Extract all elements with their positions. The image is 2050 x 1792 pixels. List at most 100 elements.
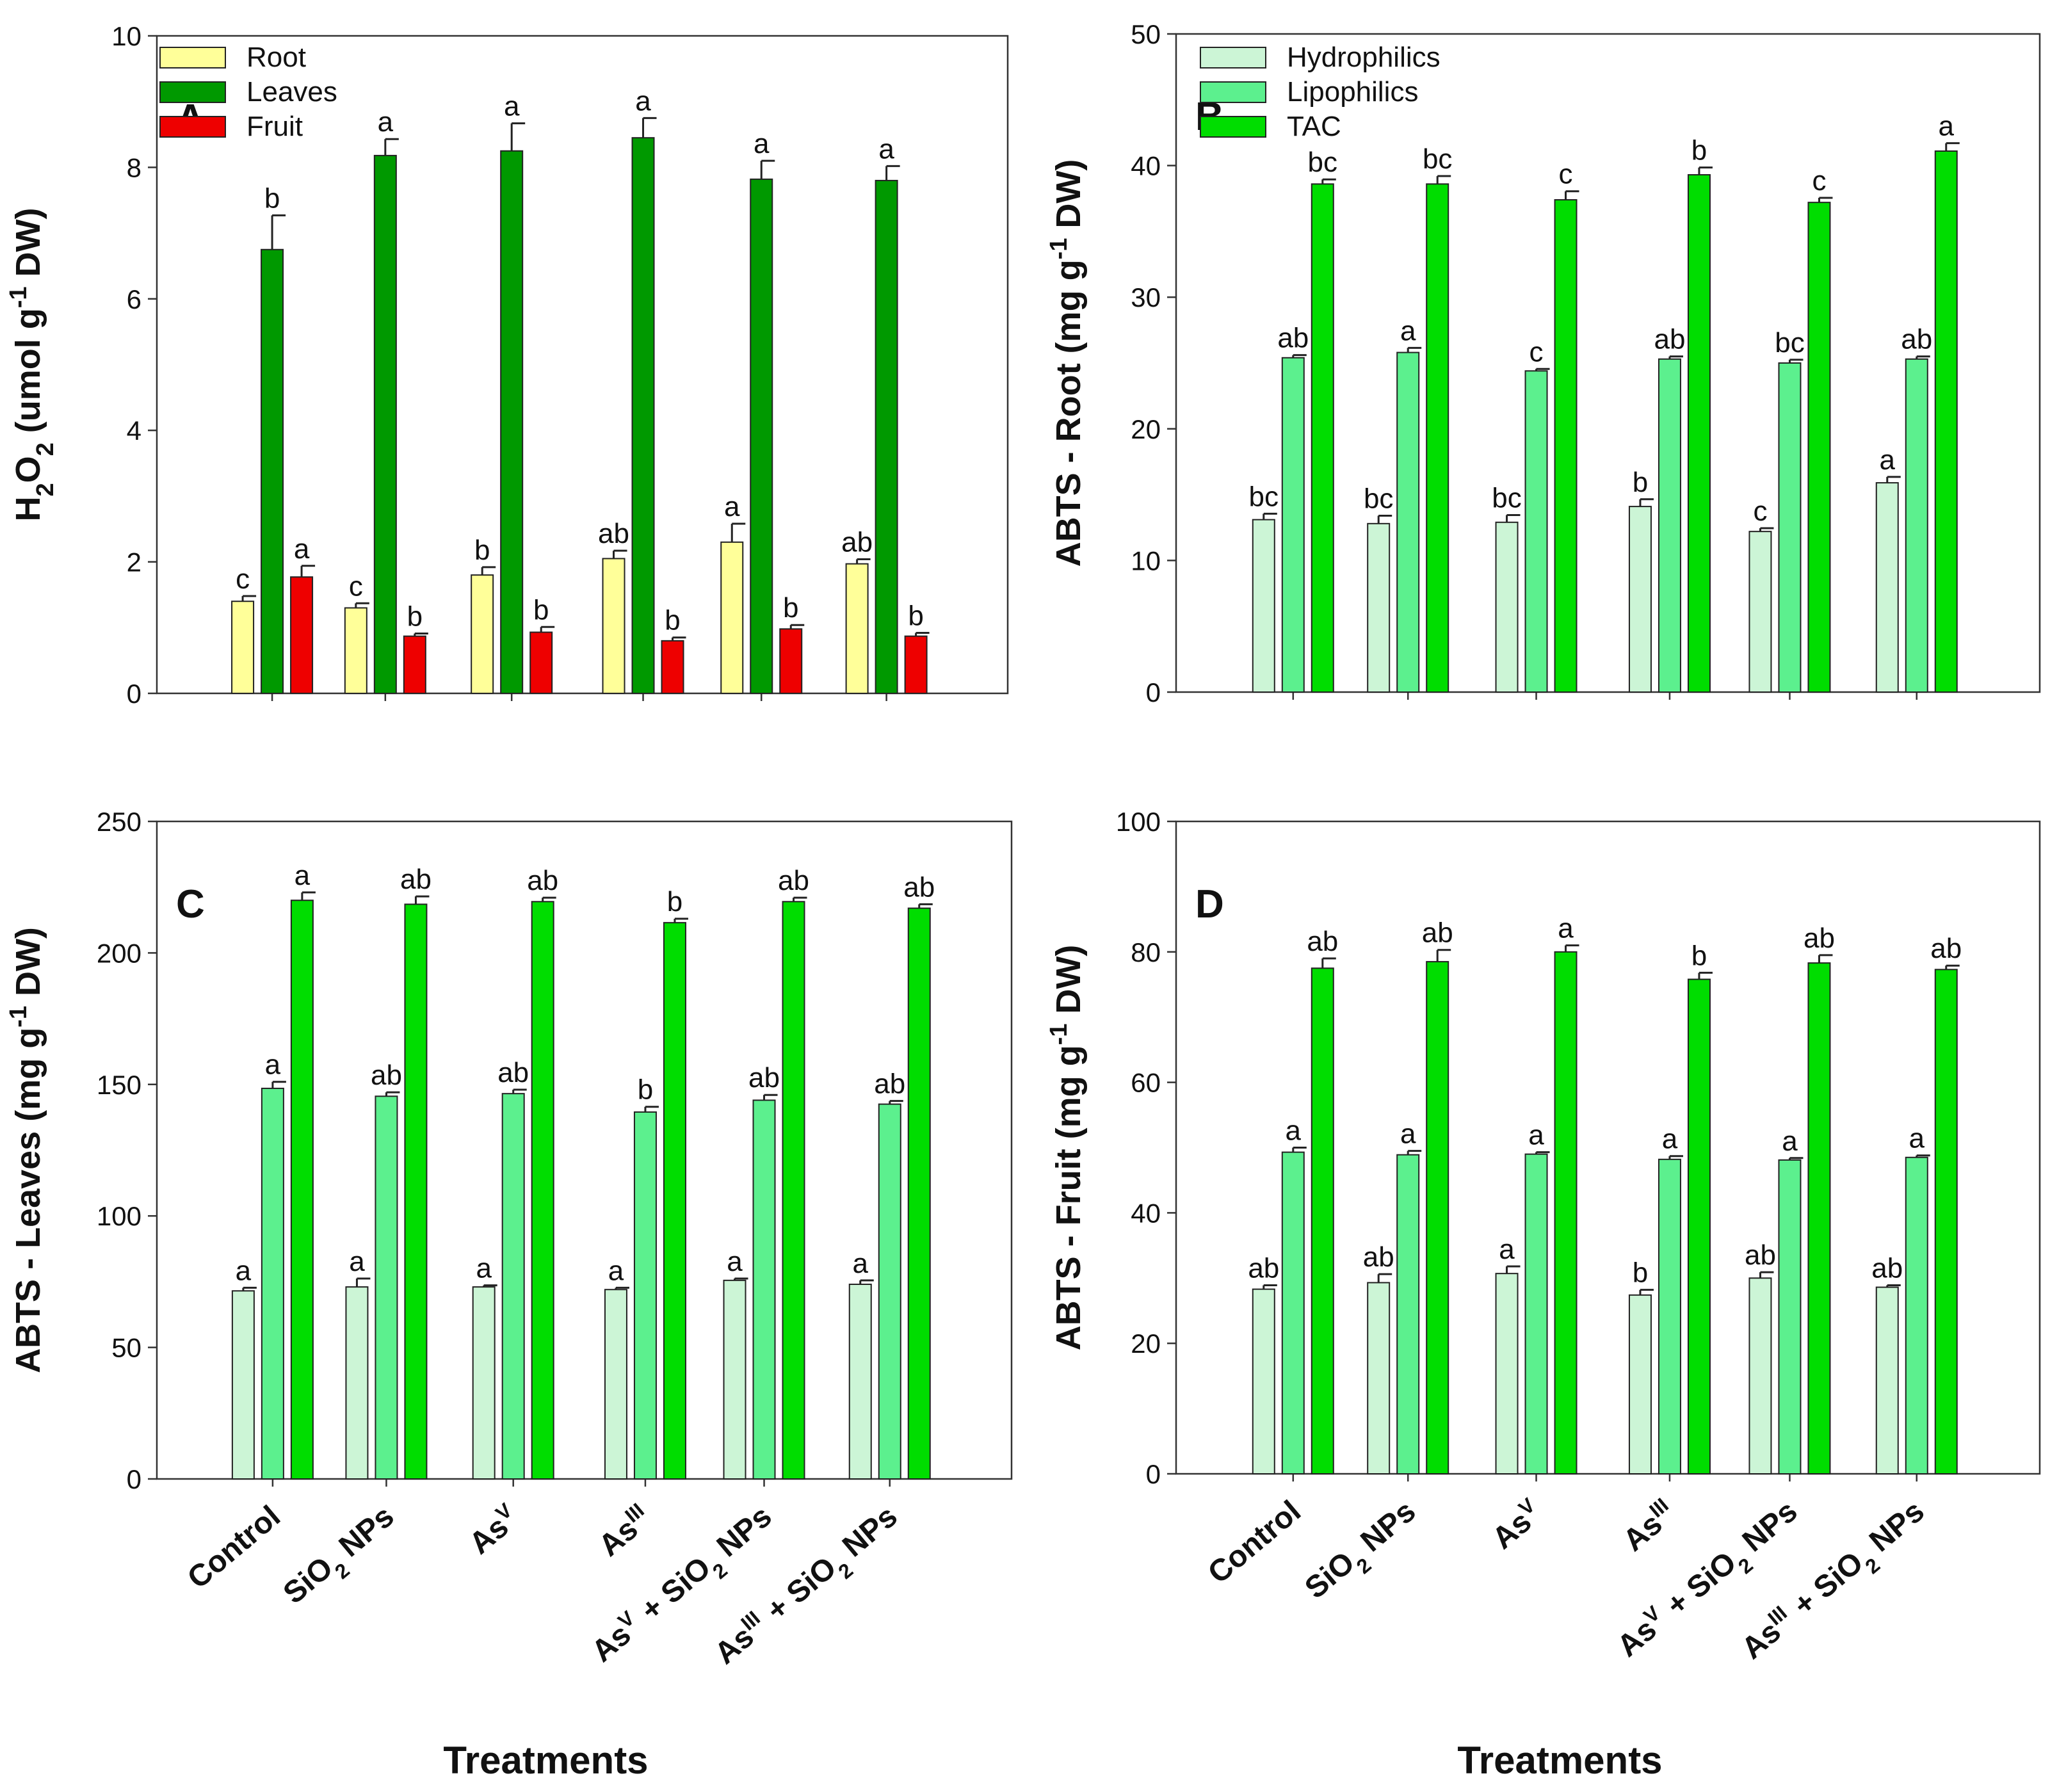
- bar: [1778, 1159, 1802, 1474]
- significance-letter: b: [783, 592, 798, 624]
- significance-letter: ab: [1248, 1253, 1279, 1284]
- significance-letter: a: [1782, 1126, 1798, 1157]
- category-label-text: + SiO: [628, 1551, 717, 1633]
- significance-letter: b: [474, 535, 490, 566]
- bar: [1524, 370, 1548, 693]
- bar: [472, 1286, 496, 1480]
- bar: [631, 137, 655, 694]
- y-tick-label: 200: [97, 938, 141, 968]
- category-label: Control: [181, 1499, 287, 1595]
- y-axis-title: H2O2 (umol g-1 DW): [5, 207, 59, 521]
- significance-letter: b: [1691, 940, 1707, 971]
- significance-letter: ab: [748, 1062, 780, 1094]
- bar: [602, 558, 625, 695]
- significance-letter: c: [1812, 165, 1826, 197]
- y-axis-title-sup: -1: [5, 286, 32, 308]
- bar: [373, 154, 397, 694]
- significance-letter: a: [349, 1246, 365, 1277]
- bar: [1426, 961, 1449, 1474]
- bar: [1426, 183, 1449, 693]
- bar: [1281, 1151, 1305, 1475]
- significance-letter: a: [295, 860, 311, 891]
- bar: [290, 576, 314, 695]
- significance-letter: ab: [1422, 917, 1453, 949]
- significance-letter: ab: [1804, 923, 1835, 954]
- bar: [661, 640, 684, 695]
- category-label: AsV: [1484, 1492, 1551, 1556]
- y-tick-label: 8: [127, 152, 141, 182]
- category-label-text: NPs: [830, 1499, 904, 1569]
- bar: [904, 635, 928, 694]
- significance-letter: a: [378, 106, 394, 138]
- bar: [501, 1093, 525, 1480]
- y-tick-label: 4: [127, 416, 141, 446]
- significance-letter: ab: [1901, 324, 1932, 355]
- category-label-text: Control: [181, 1499, 287, 1595]
- y-axis-title-text: DW): [9, 927, 47, 1006]
- bar: [471, 574, 494, 695]
- bar: [907, 907, 931, 1480]
- bar: [1875, 1286, 1899, 1475]
- plot-frame: [1175, 33, 2041, 693]
- significance-letter: ab: [1871, 1253, 1903, 1284]
- significance-letter: a: [265, 1049, 281, 1081]
- bar: [529, 631, 553, 695]
- category-label-text: NPs: [1730, 1494, 1804, 1564]
- y-tick-label: 100: [97, 1201, 141, 1231]
- significance-letter: a: [853, 1248, 869, 1279]
- bar: [663, 922, 686, 1480]
- significance-letter: ab: [874, 1069, 905, 1100]
- bar: [1495, 521, 1519, 693]
- legend-swatch: [159, 116, 226, 138]
- significance-letter: ab: [841, 526, 873, 558]
- significance-letter: a: [1400, 315, 1416, 346]
- category-label-text: + SiO: [1654, 1546, 1743, 1628]
- bar: [1807, 962, 1831, 1475]
- significance-letter: a: [476, 1253, 492, 1284]
- category-label-text: NPs: [704, 1499, 779, 1569]
- bar: [845, 563, 869, 695]
- x-axis-title: Treatments: [443, 1739, 648, 1782]
- y-axis-title-text: DW): [9, 207, 47, 286]
- y-axis-title-text: O: [9, 456, 47, 483]
- significance-letter: bc: [1775, 327, 1804, 359]
- bar: [345, 1286, 369, 1480]
- significance-letter: ab: [1654, 324, 1685, 355]
- significance-letter: a: [1286, 1115, 1302, 1147]
- category-label: SiO2 NPs: [1298, 1494, 1428, 1613]
- bar: [720, 541, 744, 694]
- y-axis-title: ABTS - Fruit (mg g-1 DW): [1045, 945, 1088, 1351]
- bar: [375, 1095, 398, 1480]
- significance-letter: b: [1633, 467, 1648, 498]
- legend-label: Lipophilics: [1287, 76, 1418, 108]
- bar: [231, 1290, 255, 1480]
- bar: [1807, 202, 1831, 693]
- bar: [1628, 506, 1652, 693]
- y-axis-title-text: DW): [1049, 945, 1088, 1024]
- y-tick-label: 0: [1146, 677, 1161, 707]
- bar: [875, 179, 898, 694]
- bar: [750, 178, 773, 694]
- x-axis-title: Treatments: [1457, 1739, 1662, 1782]
- bar: [633, 1111, 657, 1480]
- significance-letter: a: [1558, 913, 1574, 944]
- significance-letter: a: [504, 91, 520, 122]
- significance-letter: b: [638, 1074, 653, 1106]
- significance-letter: a: [1939, 111, 1955, 142]
- y-axis-title-sup: -1: [1045, 238, 1072, 260]
- y-tick-label: 2: [127, 547, 141, 577]
- bar: [404, 903, 428, 1480]
- plot-frame: [156, 35, 1009, 695]
- bar: [782, 901, 805, 1480]
- significance-letter: c: [1559, 159, 1573, 190]
- bar: [290, 900, 314, 1480]
- significance-letter: b: [264, 182, 280, 214]
- y-axis-title-text: ABTS - Root (mg g: [1049, 259, 1088, 567]
- category-label-text: NPs: [327, 1499, 401, 1569]
- significance-letter: b: [667, 886, 682, 917]
- significance-letter: b: [908, 601, 923, 632]
- bar: [1905, 358, 1928, 693]
